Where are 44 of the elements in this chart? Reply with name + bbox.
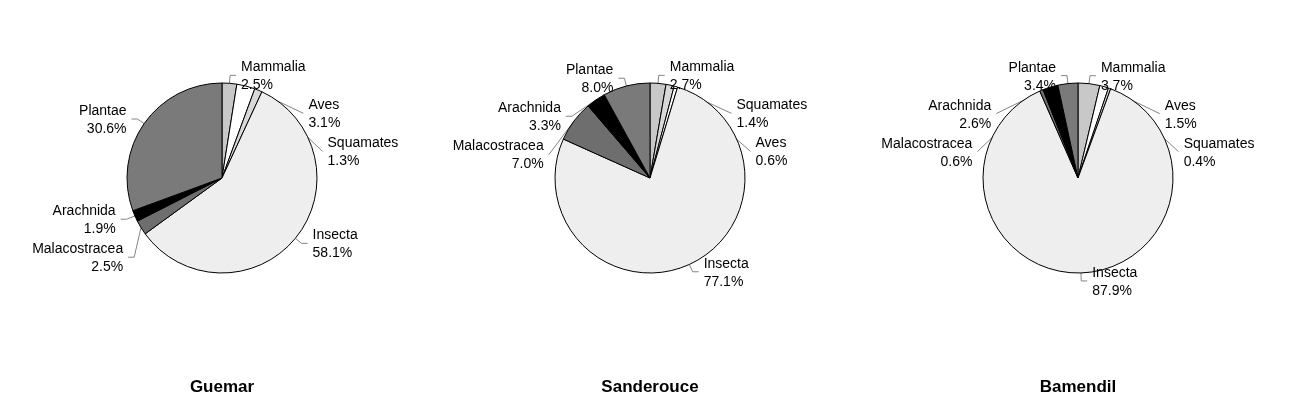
data-label: 87.9% [1092, 281, 1132, 298]
slice-label: Malacostracea [881, 134, 973, 151]
data-label: 1.4% [736, 114, 769, 131]
data-label: 8.0% [581, 79, 614, 96]
data-label: 3.1% [308, 114, 341, 131]
slice-label: Plantae [1008, 58, 1057, 75]
slice-label: Arachnida [928, 96, 992, 113]
slice-label: Aves [308, 96, 340, 113]
slice-label: Squamates [327, 134, 399, 151]
slice-label: Insecta [312, 226, 358, 243]
data-label: 1.5% [1164, 114, 1197, 131]
slice-label: Arachnida [497, 99, 562, 116]
data-label: 3.7% [1100, 76, 1133, 93]
data-label: 0.6% [940, 152, 973, 169]
data-label: 3.3% [529, 117, 561, 134]
data-label: 2.5% [91, 258, 124, 275]
slice-label: Squamates [1183, 134, 1255, 151]
data-label: 2.7% [669, 76, 702, 93]
slice-label: Squamates [736, 96, 808, 113]
slice-label: Arachnida [52, 202, 116, 219]
slice-label: Plantae [565, 61, 614, 78]
data-label: 58.1% [312, 244, 353, 261]
slice-label: Malacostracea [452, 137, 544, 154]
data-label: 77.1% [703, 272, 744, 289]
data-label: 2.6% [959, 114, 992, 131]
slice-label: Insecta [703, 254, 749, 271]
data-label: 1.9% [83, 220, 116, 237]
slice-label: Aves [1164, 96, 1196, 113]
data-label: 30.6% [86, 120, 127, 137]
slice-label: Aves [755, 134, 787, 151]
slice-label: Mammalia [1100, 58, 1166, 75]
data-label: 1.3% [327, 152, 360, 169]
text: Guemar [189, 377, 255, 396]
slice-label: Mammalia [669, 58, 735, 75]
text: Sanderouce [601, 377, 699, 396]
slice-label: Insecta [1092, 263, 1138, 280]
data-label: 2.5% [241, 76, 273, 93]
slice-label: Plantae [79, 102, 127, 119]
text: Bamendil [1039, 377, 1117, 396]
slice-label: Mammalia [241, 58, 306, 75]
slice-label: Malacostracea [32, 240, 124, 257]
data-label: 0.6% [755, 152, 788, 169]
data-label: 0.4% [1183, 152, 1216, 169]
data-label: 7.0% [511, 155, 544, 172]
